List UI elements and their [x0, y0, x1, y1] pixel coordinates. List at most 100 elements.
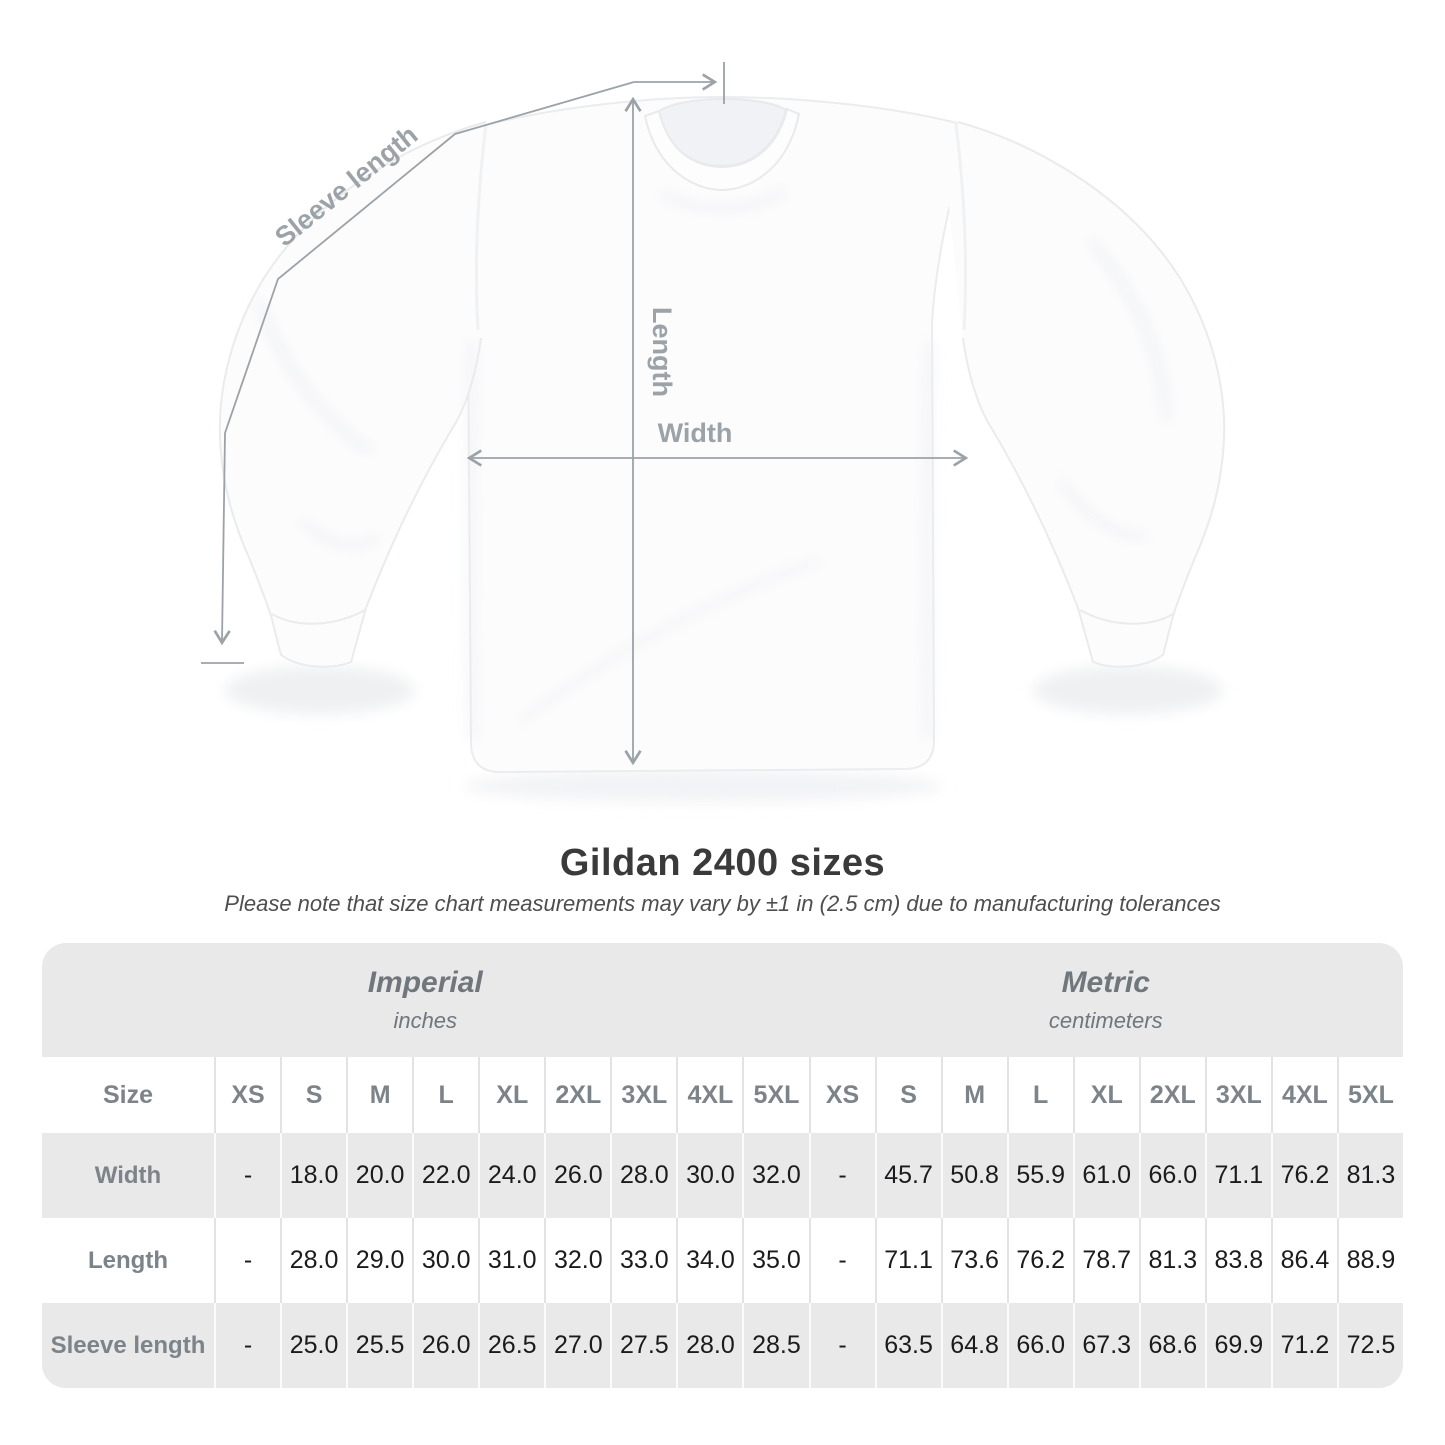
imperial-value: 31.0 — [478, 1218, 545, 1303]
metric-size-header: 4XL — [1270, 1057, 1337, 1133]
row-label: Length — [42, 1218, 214, 1303]
metric-value: - — [808, 1133, 875, 1218]
metric-value: 76.2 — [1270, 1133, 1337, 1218]
imperial-value: - — [214, 1133, 281, 1218]
metric-size-header: L — [1006, 1057, 1073, 1133]
right-shoulder-seam — [954, 123, 968, 331]
metric-size-header: XS — [808, 1057, 875, 1133]
shirt-soft-shadows — [225, 666, 1223, 802]
imperial-value: 25.0 — [280, 1303, 347, 1388]
left-sleeve — [219, 122, 500, 667]
metric-unit-sub: centimeters — [1048, 1008, 1163, 1033]
imperial-size-header: XL — [478, 1057, 545, 1133]
size-table-card: Imperial inches Metric centimeters Size X… — [42, 943, 1403, 1388]
metric-size-header: XL — [1072, 1057, 1139, 1133]
imperial-value: 26.5 — [478, 1303, 545, 1388]
metric-value: 55.9 — [1006, 1133, 1073, 1218]
imperial-value: 18.0 — [280, 1133, 347, 1218]
metric-value: 86.4 — [1270, 1218, 1337, 1303]
sleeve-length-dimension-line — [213, 81, 635, 646]
metric-value: 81.3 — [1336, 1133, 1403, 1218]
metric-value: 73.6 — [940, 1218, 1007, 1303]
right-cuff-seam — [1079, 609, 1174, 625]
imperial-value: 28.0 — [676, 1303, 743, 1388]
metric-size-header: S — [874, 1057, 941, 1133]
metric-value: 67.3 — [1072, 1303, 1139, 1388]
metric-value: 81.3 — [1138, 1218, 1205, 1303]
metric-value: 45.7 — [874, 1133, 941, 1218]
imperial-value: 35.0 — [742, 1218, 809, 1303]
metric-size-header: 2XL — [1138, 1057, 1205, 1133]
metric-size-header: 3XL — [1204, 1057, 1271, 1133]
size-column-header: Size — [42, 1057, 214, 1133]
imperial-size-header: XS — [214, 1057, 281, 1133]
collar — [643, 98, 801, 192]
metric-value: 50.8 — [940, 1133, 1007, 1218]
length-label: Length — [647, 307, 677, 397]
imperial-size-header: 3XL — [610, 1057, 677, 1133]
imperial-size-header: L — [412, 1057, 479, 1133]
metric-value: 78.7 — [1072, 1218, 1139, 1303]
metric-value: 68.6 — [1138, 1303, 1205, 1388]
imperial-value: - — [214, 1303, 281, 1388]
row-label: Sleeve length — [42, 1303, 214, 1388]
right-sleeve-outline — [957, 121, 1226, 668]
imperial-size-header: 4XL — [676, 1057, 743, 1133]
dimension-lines — [201, 62, 969, 766]
metric-value: 71.1 — [1204, 1133, 1271, 1218]
fabric-wrinkles — [255, 187, 1169, 741]
imperial-value: 26.0 — [412, 1303, 479, 1388]
imperial-value: 32.0 — [742, 1133, 809, 1218]
metric-size-header: 5XL — [1336, 1057, 1403, 1133]
metric-value: 66.0 — [1006, 1303, 1073, 1388]
imperial-value: 33.0 — [610, 1218, 677, 1303]
imperial-value: 28.5 — [742, 1303, 809, 1388]
imperial-value: 25.5 — [346, 1303, 413, 1388]
unit-header-row: Imperial inches Metric centimeters — [42, 943, 1403, 1057]
row-label: Width — [42, 1133, 214, 1218]
imperial-unit-sub: inches — [393, 1008, 458, 1033]
width-label: Width — [658, 418, 733, 448]
imperial-unit-name: Imperial — [367, 966, 483, 999]
metric-value: 71.2 — [1270, 1303, 1337, 1388]
tolerance-note: Please note that size chart measurements… — [224, 891, 1221, 916]
imperial-value: 30.0 — [412, 1218, 479, 1303]
imperial-value: 24.0 — [478, 1133, 545, 1218]
size-grid: Size XS S M L XL 2XL 3XL 4XL 5XL XS S M L XL 2XL 3XL 4XL 5… — [42, 1057, 1403, 1388]
metric-value: 72.5 — [1336, 1303, 1403, 1388]
metric-value: 71.1 — [874, 1218, 941, 1303]
imperial-value: 34.0 — [676, 1218, 743, 1303]
left-shoulder-seam — [474, 123, 488, 331]
metric-unit-name: Metric — [1061, 966, 1150, 999]
metric-value: 64.8 — [940, 1303, 1007, 1388]
imperial-value: 30.0 — [676, 1133, 743, 1218]
imperial-unit-header: Imperial inches — [42, 966, 809, 1034]
shirt-measurement-diagram: Sleeve length Length Width — [201, 62, 1226, 802]
right-sleeve — [944, 122, 1225, 667]
metric-value: 69.9 — [1204, 1303, 1271, 1388]
metric-value: - — [808, 1218, 875, 1303]
imperial-value: 28.0 — [610, 1133, 677, 1218]
page-title: Gildan 2400 sizes — [559, 842, 886, 884]
metric-value: 88.9 — [1336, 1218, 1403, 1303]
imperial-value: 29.0 — [346, 1218, 413, 1303]
metric-value: 83.8 — [1204, 1218, 1271, 1303]
metric-value: 63.5 — [874, 1303, 941, 1388]
metric-value: 61.0 — [1072, 1133, 1139, 1218]
imperial-value: 32.0 — [544, 1218, 611, 1303]
imperial-size-header: 2XL — [544, 1057, 611, 1133]
imperial-value: - — [214, 1218, 281, 1303]
metric-value: - — [808, 1303, 875, 1388]
imperial-value: 26.0 — [544, 1133, 611, 1218]
imperial-size-header: S — [280, 1057, 347, 1133]
imperial-value: 27.5 — [610, 1303, 677, 1388]
left-sleeve-outline — [218, 121, 487, 668]
imperial-size-header: 5XL — [742, 1057, 809, 1133]
left-cuff-seam — [271, 609, 366, 625]
metric-value: 66.0 — [1138, 1133, 1205, 1218]
imperial-size-header: M — [346, 1057, 413, 1133]
metric-value: 76.2 — [1006, 1218, 1073, 1303]
imperial-value: 22.0 — [412, 1133, 479, 1218]
metric-size-header: M — [940, 1057, 1007, 1133]
